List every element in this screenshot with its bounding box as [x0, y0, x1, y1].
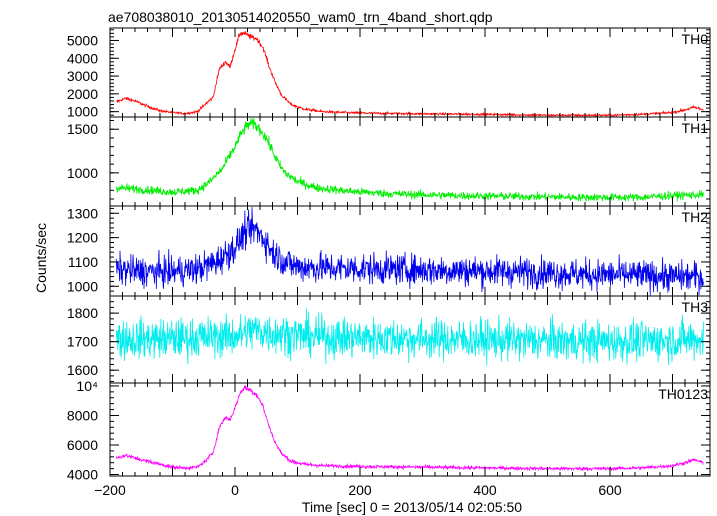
panel-label-th1: TH1: [682, 120, 709, 136]
x-axis-title: Time [sec] 0 = 2013/05/14 02:05:50: [302, 499, 522, 515]
y-tick-label: 1000: [67, 165, 98, 181]
panel-frame: [109, 27, 711, 118]
y-tick-label: 1800: [67, 305, 98, 321]
y-tick-label: 1500: [67, 121, 98, 137]
x-tick-label: 600: [598, 482, 622, 498]
y-tick-label: 5000: [67, 32, 98, 48]
panel-label-th2: TH2: [682, 209, 709, 225]
y-tick-label: 8000: [67, 407, 98, 423]
y-tick-label: 4000: [67, 467, 98, 483]
series-line-th0123: [115, 385, 704, 472]
panel-th2: 1000 1100 1200 1300 TH2: [67, 205, 711, 297]
figure-title: ae708038010_20130514020550_wam0_trn_4ban…: [108, 9, 493, 25]
x-axis-tick-labels: −200 0 200 400 600: [94, 482, 622, 498]
series-line-th0: [116, 31, 704, 117]
y-tick-label: 10⁴: [76, 378, 98, 394]
y-tick-label: 1100: [68, 254, 98, 270]
panel-frame: [109, 382, 711, 477]
y-tick-label: 2000: [67, 86, 98, 102]
y-tick-label: 1600: [67, 362, 98, 378]
series-line-th2: [115, 207, 704, 296]
panel-th0: 1000 2000 3000 4000 5000 TH0: [67, 27, 711, 120]
y-tick-label: 6000: [67, 437, 98, 453]
x-tick-label: 400: [473, 482, 497, 498]
y-axis-title: Counts/sec: [33, 223, 49, 293]
series-line-th1: [115, 118, 704, 202]
panel-frame: [109, 116, 711, 207]
y-tick-label: 1700: [67, 334, 98, 350]
y-tick-label: 4000: [67, 50, 98, 66]
x-tick-label: 200: [348, 482, 372, 498]
x-tick-label: −200: [94, 482, 126, 498]
y-tick-label: 1300: [67, 205, 98, 221]
y-tick-label: 1000: [67, 278, 98, 294]
panel-label-th3: TH3: [682, 299, 709, 315]
series-line-th3: [115, 308, 704, 366]
y-tick-label: 3000: [67, 68, 98, 84]
y-tick-label: 1000: [67, 104, 98, 120]
x-tick-label: 0: [231, 482, 239, 498]
panel-label-th0123: TH0123: [658, 386, 708, 402]
panel-th0123: 4000 6000 8000 10⁴ TH0123: [67, 378, 711, 483]
y-tick-label: 1200: [67, 230, 98, 246]
panel-th1: 1000 1500 TH1: [67, 116, 711, 207]
panel-label-th0: TH0: [682, 31, 709, 47]
panel-th3: 1600 1700 1800 TH3: [67, 295, 711, 384]
